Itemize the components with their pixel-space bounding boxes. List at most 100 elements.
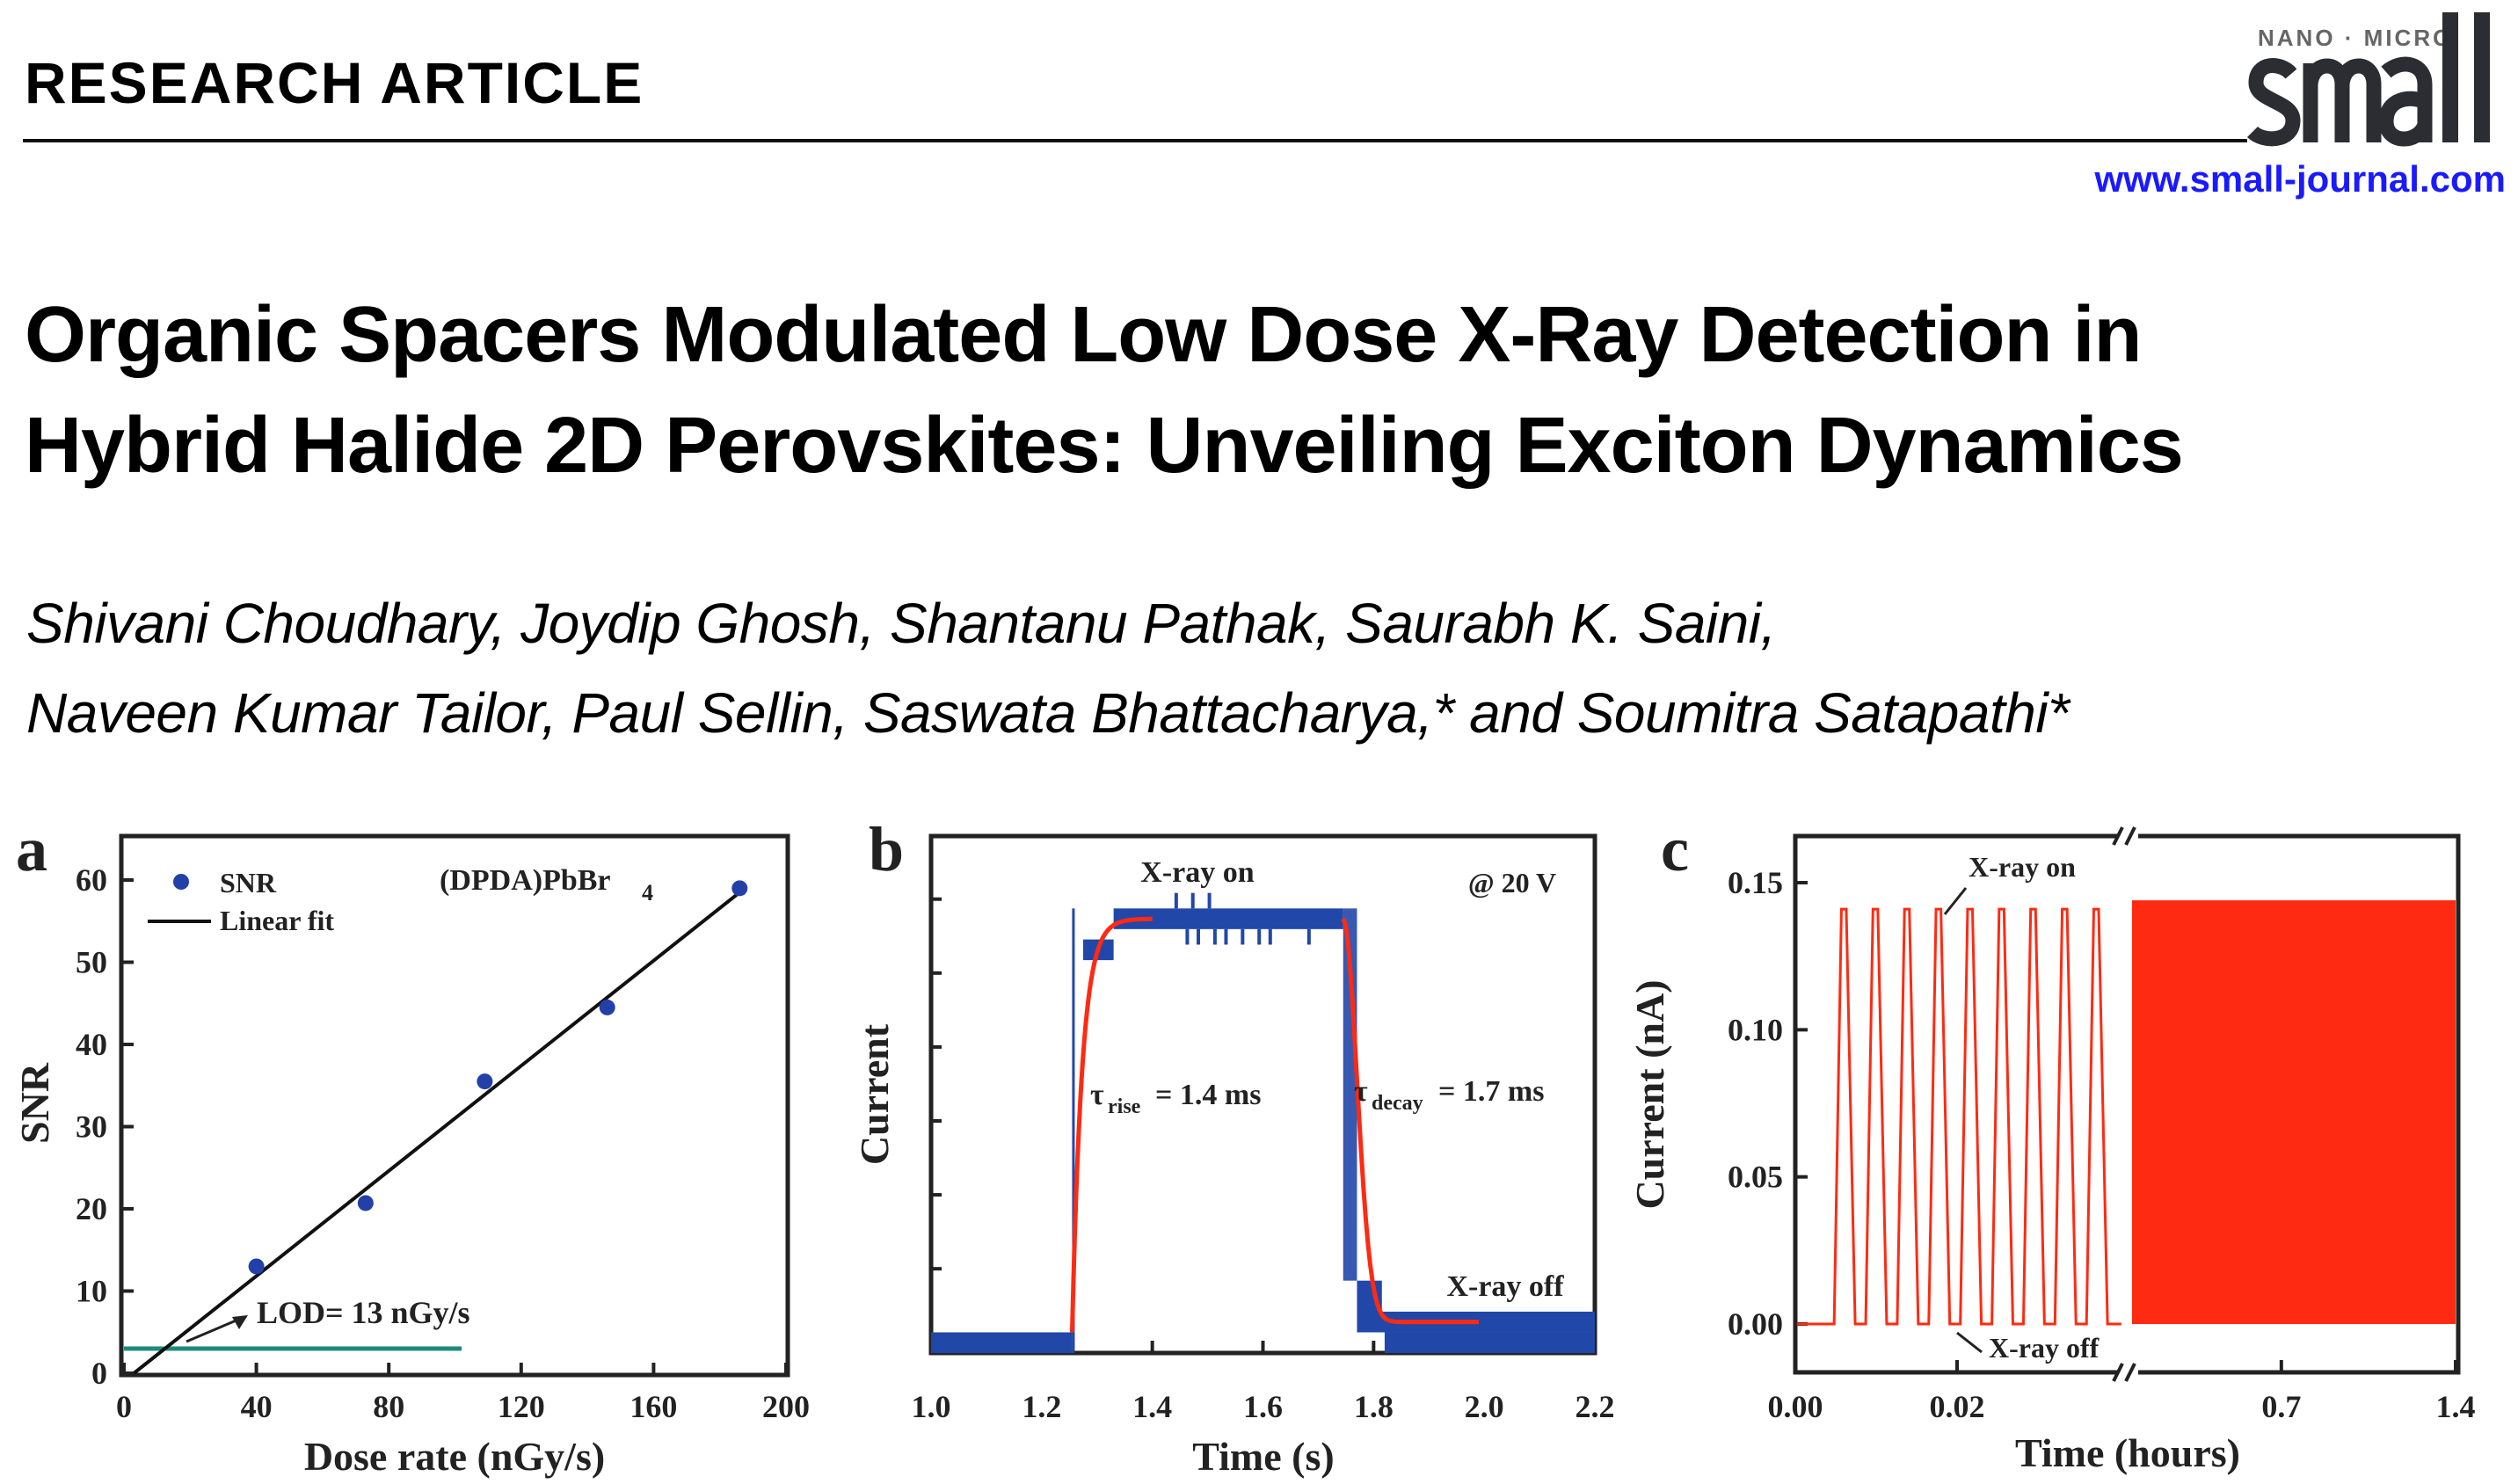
x-tick-label-a: 0 bbox=[116, 1389, 132, 1424]
x-tick-label-b: 1.6 bbox=[1243, 1389, 1283, 1424]
y-tick-label-c: 0.05 bbox=[1728, 1160, 1783, 1195]
plot-frame-a bbox=[119, 833, 790, 1378]
authors-line-1: Shivani Choudhary, Joydip Ghosh, Shantan… bbox=[26, 592, 1776, 655]
decay-tau-subscript: decay bbox=[1372, 1092, 1423, 1115]
x-axis-label-c: Time (hours) bbox=[2015, 1430, 2240, 1475]
sample-annotation-subscript: 4 bbox=[642, 880, 653, 906]
signal-noise-spike bbox=[1241, 928, 1245, 945]
header-rule bbox=[23, 139, 2247, 142]
journal-logo-subtitle: NANO · MICRO bbox=[2258, 25, 2454, 51]
snr-data-point bbox=[599, 999, 615, 1015]
x-tick-label-c: 0.7 bbox=[2261, 1389, 2301, 1424]
x-tick-label-a: 200 bbox=[762, 1389, 810, 1424]
article-type-label: RESEARCH ARTICLE bbox=[25, 50, 644, 115]
signal-off-band-2 bbox=[1384, 1332, 1595, 1353]
article-title-line-1: Organic Spacers Modulated Low Dose X-Ray… bbox=[25, 291, 2142, 379]
x-tick-label-c: 0.02 bbox=[1930, 1389, 1985, 1424]
signal-off-noise bbox=[1379, 1311, 1595, 1333]
x-tick-label-c: 1.4 bbox=[2436, 1389, 2476, 1424]
logo-letter-m bbox=[2303, 58, 2382, 142]
logo-letter-l bbox=[2474, 12, 2490, 142]
lod-arrow-head bbox=[232, 1315, 248, 1329]
x-ray-off-arrow bbox=[1956, 1331, 1983, 1354]
signal-noise-spike bbox=[1212, 928, 1217, 945]
y-tick-label-a: 0 bbox=[91, 1356, 107, 1391]
decay-tau-value: = 1.7 ms bbox=[1438, 1075, 1544, 1108]
y-tick-label-c: 0.00 bbox=[1728, 1306, 1783, 1342]
sample-annotation: (DPDA)PbBr bbox=[440, 864, 611, 897]
x-ray-on-annotation-b: X-ray on bbox=[1140, 856, 1254, 889]
signal-on-band bbox=[1113, 908, 1343, 929]
signal-off-band bbox=[931, 1332, 1073, 1353]
authors-line-2: Naveen Kumar Tailor, Paul Sellin, Saswat… bbox=[26, 681, 2070, 745]
logo-letter-s bbox=[2246, 58, 2301, 147]
journal-logo bbox=[2246, 12, 2490, 147]
dense-cycling-region bbox=[2132, 900, 2456, 1324]
x-tick-label-b: 1.0 bbox=[912, 1389, 951, 1424]
linear-fit-line bbox=[133, 891, 741, 1375]
panel-label-b: b bbox=[869, 814, 904, 884]
axis-break-mark bbox=[2124, 826, 2136, 846]
x-tick-label-b: 1.4 bbox=[1132, 1389, 1172, 1424]
panel-label-a: a bbox=[16, 814, 47, 884]
x-ray-off-annotation-b: X-ray off bbox=[1446, 1270, 1564, 1303]
decay-fit-curve bbox=[1341, 918, 1479, 1325]
rise-tau-symbol: τ bbox=[1090, 1079, 1104, 1111]
y-tick-label-a: 20 bbox=[76, 1191, 107, 1226]
y-tick-label-a: 40 bbox=[76, 1027, 107, 1062]
panel-label-c: c bbox=[1661, 814, 1689, 884]
signal-rise-edge bbox=[1072, 908, 1075, 1353]
signal-noise-spike bbox=[1174, 892, 1178, 909]
x-tick-label-b: 1.2 bbox=[1022, 1389, 1061, 1424]
legend-label-fit: Linear fit bbox=[220, 905, 334, 936]
snr-data-point bbox=[357, 1195, 374, 1211]
x-tick-label-a: 40 bbox=[241, 1389, 273, 1424]
article-title-line-2: Hybrid Halide 2D Perovskites: Unveiling … bbox=[25, 402, 2184, 490]
signal-noise-spike bbox=[1268, 928, 1272, 945]
x-tick-label-b: 1.8 bbox=[1354, 1389, 1394, 1424]
snr-data-point bbox=[477, 1073, 493, 1090]
signal-noise-spike bbox=[1185, 928, 1190, 945]
x-ray-on-arrow bbox=[1943, 887, 1968, 915]
snr-data-point bbox=[248, 1258, 265, 1275]
x-ray-on-annotation-c: X-ray on bbox=[1969, 851, 2076, 883]
legend-label-snr: SNR bbox=[220, 867, 277, 898]
signal-noise-spike bbox=[1197, 928, 1200, 945]
rise-fit-curve bbox=[1069, 916, 1153, 1333]
x-tick-label-b: 2.0 bbox=[1465, 1389, 1504, 1424]
y-axis-label-c: Current (nA) bbox=[1627, 979, 1672, 1209]
signal-noise-spike bbox=[1190, 892, 1195, 909]
axis-break-mark bbox=[2124, 1363, 2136, 1382]
lod-annotation: LOD= 13 nGy/s bbox=[257, 1295, 470, 1330]
signal-noise-spike bbox=[1224, 928, 1228, 945]
legend-marker-snr bbox=[173, 874, 189, 890]
x-axis-label-a: Dose rate (nGy/s) bbox=[304, 1434, 605, 1479]
logo-letter-a bbox=[2378, 56, 2433, 147]
rise-tau-value: = 1.4 ms bbox=[1155, 1079, 1261, 1111]
x-ray-off-annotation-c: X-ray off bbox=[1989, 1332, 2100, 1364]
x-tick-label-b: 2.2 bbox=[1576, 1389, 1615, 1424]
y-tick-label-a: 50 bbox=[76, 945, 107, 980]
pulse-trace-c bbox=[1796, 907, 2121, 1326]
y-axis-label-b: Current bbox=[852, 1023, 897, 1165]
logo-letter-l bbox=[2442, 12, 2458, 142]
signal-noise-spike bbox=[1257, 928, 1262, 945]
snr-data-point bbox=[731, 880, 748, 897]
rise-tau-subscript: rise bbox=[1108, 1095, 1141, 1118]
axis-break-mark bbox=[2112, 826, 2124, 846]
y-tick-label-c: 0.10 bbox=[1728, 1012, 1783, 1047]
journal-url-link[interactable]: www.small-journal.com bbox=[2094, 158, 2506, 200]
y-tick-label-a: 30 bbox=[76, 1109, 107, 1145]
signal-noise-spike bbox=[1306, 928, 1311, 945]
x-tick-label-c: 0.00 bbox=[1768, 1389, 1823, 1424]
x-axis-label-b: Time (s) bbox=[1192, 1434, 1334, 1479]
x-tick-label-a: 160 bbox=[630, 1389, 677, 1424]
y-tick-label-a: 10 bbox=[76, 1274, 107, 1309]
decay-tau-symbol: τ bbox=[1354, 1075, 1368, 1108]
bias-annotation: @ 20 V bbox=[1468, 867, 1556, 898]
x-tick-label-a: 120 bbox=[498, 1389, 545, 1424]
y-axis-label-a: SNR bbox=[12, 1062, 57, 1144]
y-tick-label-a: 60 bbox=[76, 862, 107, 898]
y-tick-label-c: 0.15 bbox=[1728, 865, 1783, 900]
